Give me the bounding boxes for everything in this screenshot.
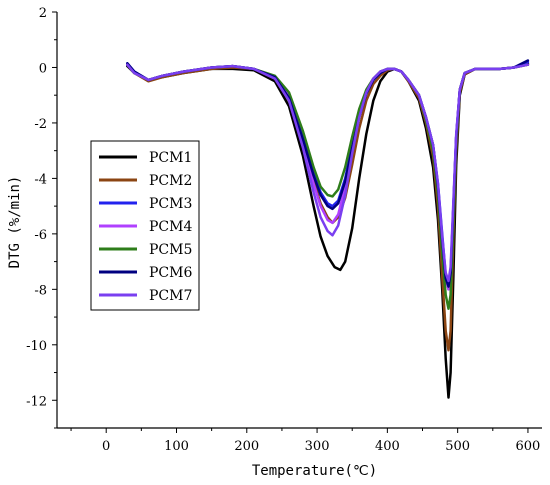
legend-label: PCM1	[149, 150, 192, 166]
legend-label: PCM7	[149, 288, 192, 304]
legend-label: PCM6	[149, 265, 192, 281]
series-layer	[126, 59, 530, 399]
x-tick-label: 200	[234, 439, 259, 454]
legend-label: PCM2	[149, 173, 192, 189]
legend-label: PCM4	[149, 219, 192, 235]
legend-label: PCM5	[149, 242, 192, 258]
x-tick-label: 400	[375, 439, 400, 454]
plot-area	[56, 12, 542, 429]
y-tick-label: -4	[34, 172, 47, 187]
y-tick-label: 0	[39, 61, 47, 76]
legend: PCM1 PCM2 PCM3 PCM4 PCM5 PCM6 PCM7	[90, 140, 200, 311]
x-tick-label: 100	[164, 439, 189, 454]
legend-label: PCM3	[149, 196, 192, 212]
y-axis-title: DTG (%/min)	[7, 176, 23, 269]
y-tick-label: 2	[39, 6, 47, 21]
x-axis: 0 100 200 300 400 500 600	[70, 428, 541, 454]
series-line-pcm7	[126, 63, 530, 283]
x-tick-label: 300	[305, 439, 330, 454]
y-tick-label: -2	[34, 117, 47, 132]
x-axis-title: Temperature(℃)	[252, 463, 377, 479]
x-tick-label: 0	[102, 439, 110, 454]
y-tick-label: -12	[26, 394, 47, 409]
y-tick-label: -8	[34, 283, 47, 298]
y-axis: 2 0 -2 -4 -6 -8 -10 -12	[26, 6, 57, 429]
x-tick-label: 500	[445, 439, 470, 454]
y-tick-label: -10	[26, 339, 47, 354]
x-tick-label: 600	[516, 439, 541, 454]
y-tick-label: -6	[34, 228, 47, 243]
